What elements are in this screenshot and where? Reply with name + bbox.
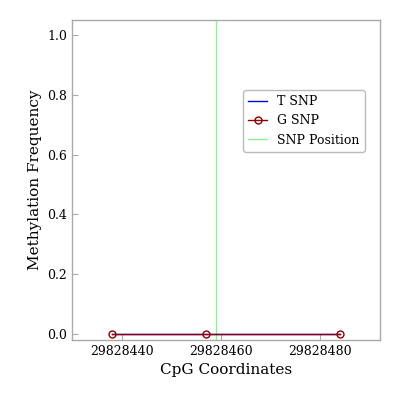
Y-axis label: Methylation Frequency: Methylation Frequency	[28, 90, 42, 270]
T SNP	[109, 332, 114, 336]
T SNP	[204, 332, 208, 336]
Line: G SNP: G SNP	[108, 330, 344, 338]
G SNP	[204, 332, 208, 336]
G SNP	[109, 332, 114, 336]
Legend: T SNP, G SNP, SNP Position: T SNP, G SNP, SNP Position	[243, 90, 364, 152]
T SNP	[338, 332, 343, 336]
X-axis label: CpG Coordinates: CpG Coordinates	[160, 364, 292, 378]
G SNP	[338, 332, 343, 336]
